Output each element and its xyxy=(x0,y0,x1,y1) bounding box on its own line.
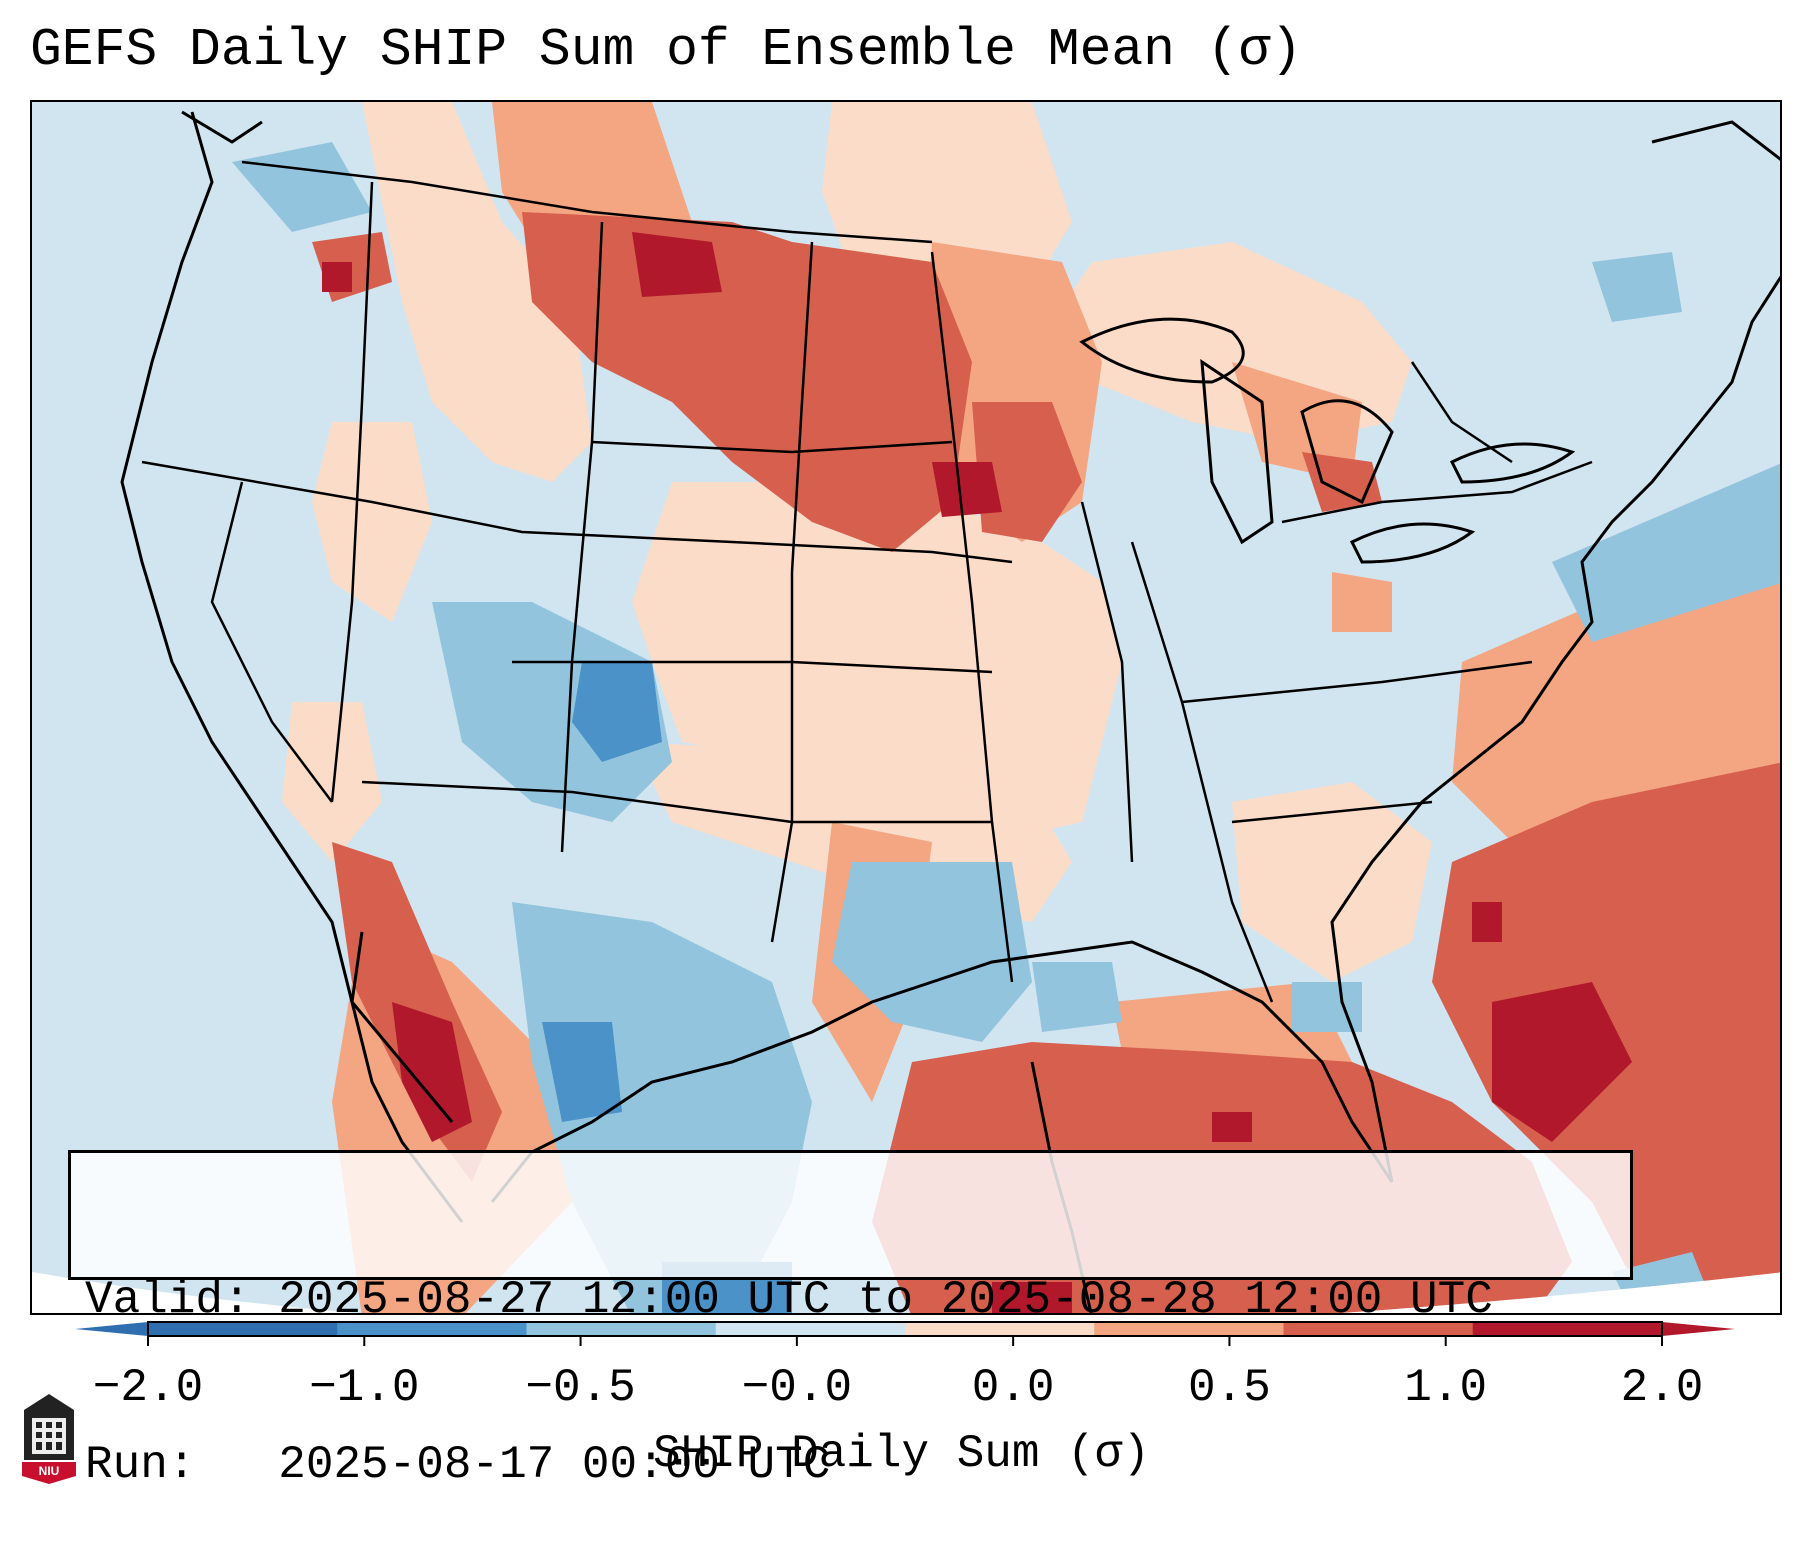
great-lakes xyxy=(1079,317,1576,564)
very-strong-positive-field xyxy=(322,232,1632,1313)
projection-edge xyxy=(32,1272,1780,1313)
map-canvas xyxy=(32,102,1780,1313)
colorbar-extend-high xyxy=(1662,1322,1735,1336)
run-time-text: Run: 2025-08-17 00:00 UTC xyxy=(85,1439,831,1491)
chart-title: GEFS Daily SHIP Sum of Ensemble Mean (σ) xyxy=(30,20,1303,80)
valid-run-box: Valid: 2025-08-27 12:00 UTC to 2025-08-2… xyxy=(68,1150,1633,1491)
map-panel xyxy=(30,100,1782,1315)
niu-logo: NIU xyxy=(22,1394,76,1484)
logo-text: NIU xyxy=(39,1464,60,1478)
valid-time-text: Valid: 2025-08-27 12:00 UTC to 2025-08-2… xyxy=(85,1274,1493,1326)
state-borders xyxy=(141,160,1593,1003)
coastline-lines xyxy=(120,110,1780,1313)
